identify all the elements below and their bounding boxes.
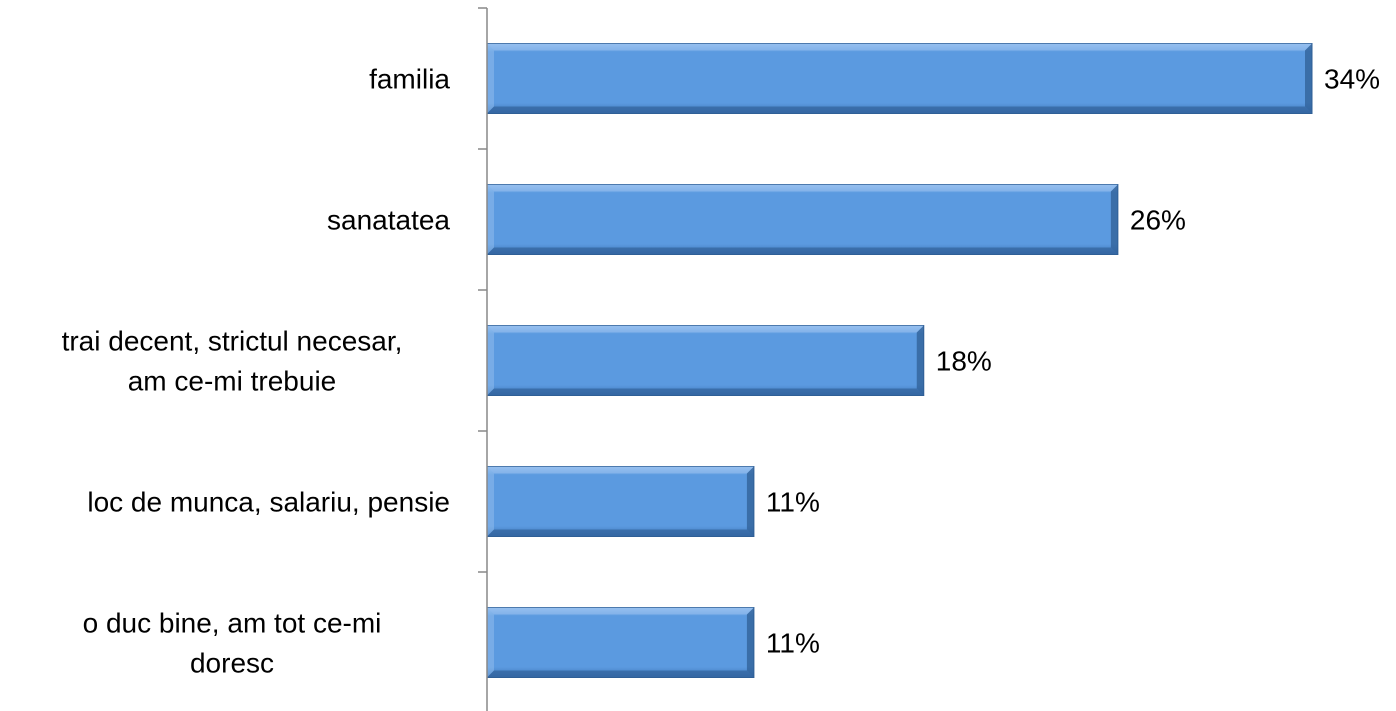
bar-bevel-right: [1110, 184, 1118, 255]
bar: [486, 43, 1313, 114]
bar-bevel-bottom: [487, 670, 754, 678]
bar-bevel-left: [487, 184, 494, 255]
bar-bevel-right: [1305, 43, 1312, 114]
bar-bevel-bottom: [487, 529, 754, 537]
bar-bevel-left: [487, 43, 494, 114]
category-axis: [478, 7, 488, 711]
category-label: familia: [369, 63, 450, 94]
bars-layer: [486, 43, 1313, 678]
bar: [486, 607, 755, 678]
bar-bevel-top: [487, 325, 924, 333]
bar-group: [486, 43, 1313, 114]
bar-bevel-left: [487, 607, 494, 678]
bar-bevel-left: [487, 325, 494, 396]
data-label: 26%: [1130, 204, 1186, 235]
bar-group: [486, 466, 755, 537]
data-label: 11%: [766, 486, 820, 517]
bar-bevel-bottom: [487, 106, 1312, 114]
category-label: doresc: [190, 647, 274, 678]
bar-bevel-top: [487, 466, 754, 474]
bar-bevel-bottom: [487, 388, 924, 396]
bar: [486, 466, 755, 537]
bar-bevel-left: [487, 466, 494, 537]
bar-bevel-bottom: [487, 247, 1118, 255]
bar-group: [486, 607, 755, 678]
bar: [486, 325, 925, 396]
bar: [486, 184, 1119, 255]
bar-group: [486, 325, 925, 396]
bar-bevel-top: [487, 43, 1312, 51]
data-label: 11%: [766, 627, 820, 658]
bar-group: [486, 184, 1119, 255]
bar-bevel-top: [487, 184, 1118, 192]
data-label: 34%: [1324, 63, 1380, 94]
labels-layer: 34% familia 26% sanatatea 18% trai decent, st…: [62, 63, 1380, 678]
category-label: am ce-mi trebuie: [128, 365, 337, 396]
data-label: 18%: [936, 345, 992, 376]
bar-bevel-right: [916, 325, 924, 396]
bar-bevel-top: [487, 607, 754, 615]
category-label: loc de munca, salariu, pensie: [87, 486, 450, 517]
bar-bevel-right: [746, 466, 754, 537]
category-label: trai decent, strictul necesar,: [62, 325, 403, 356]
bar-bevel-right: [746, 607, 754, 678]
category-label: sanatatea: [327, 204, 450, 235]
category-label: o duc bine, am tot ce-mi: [83, 607, 382, 638]
